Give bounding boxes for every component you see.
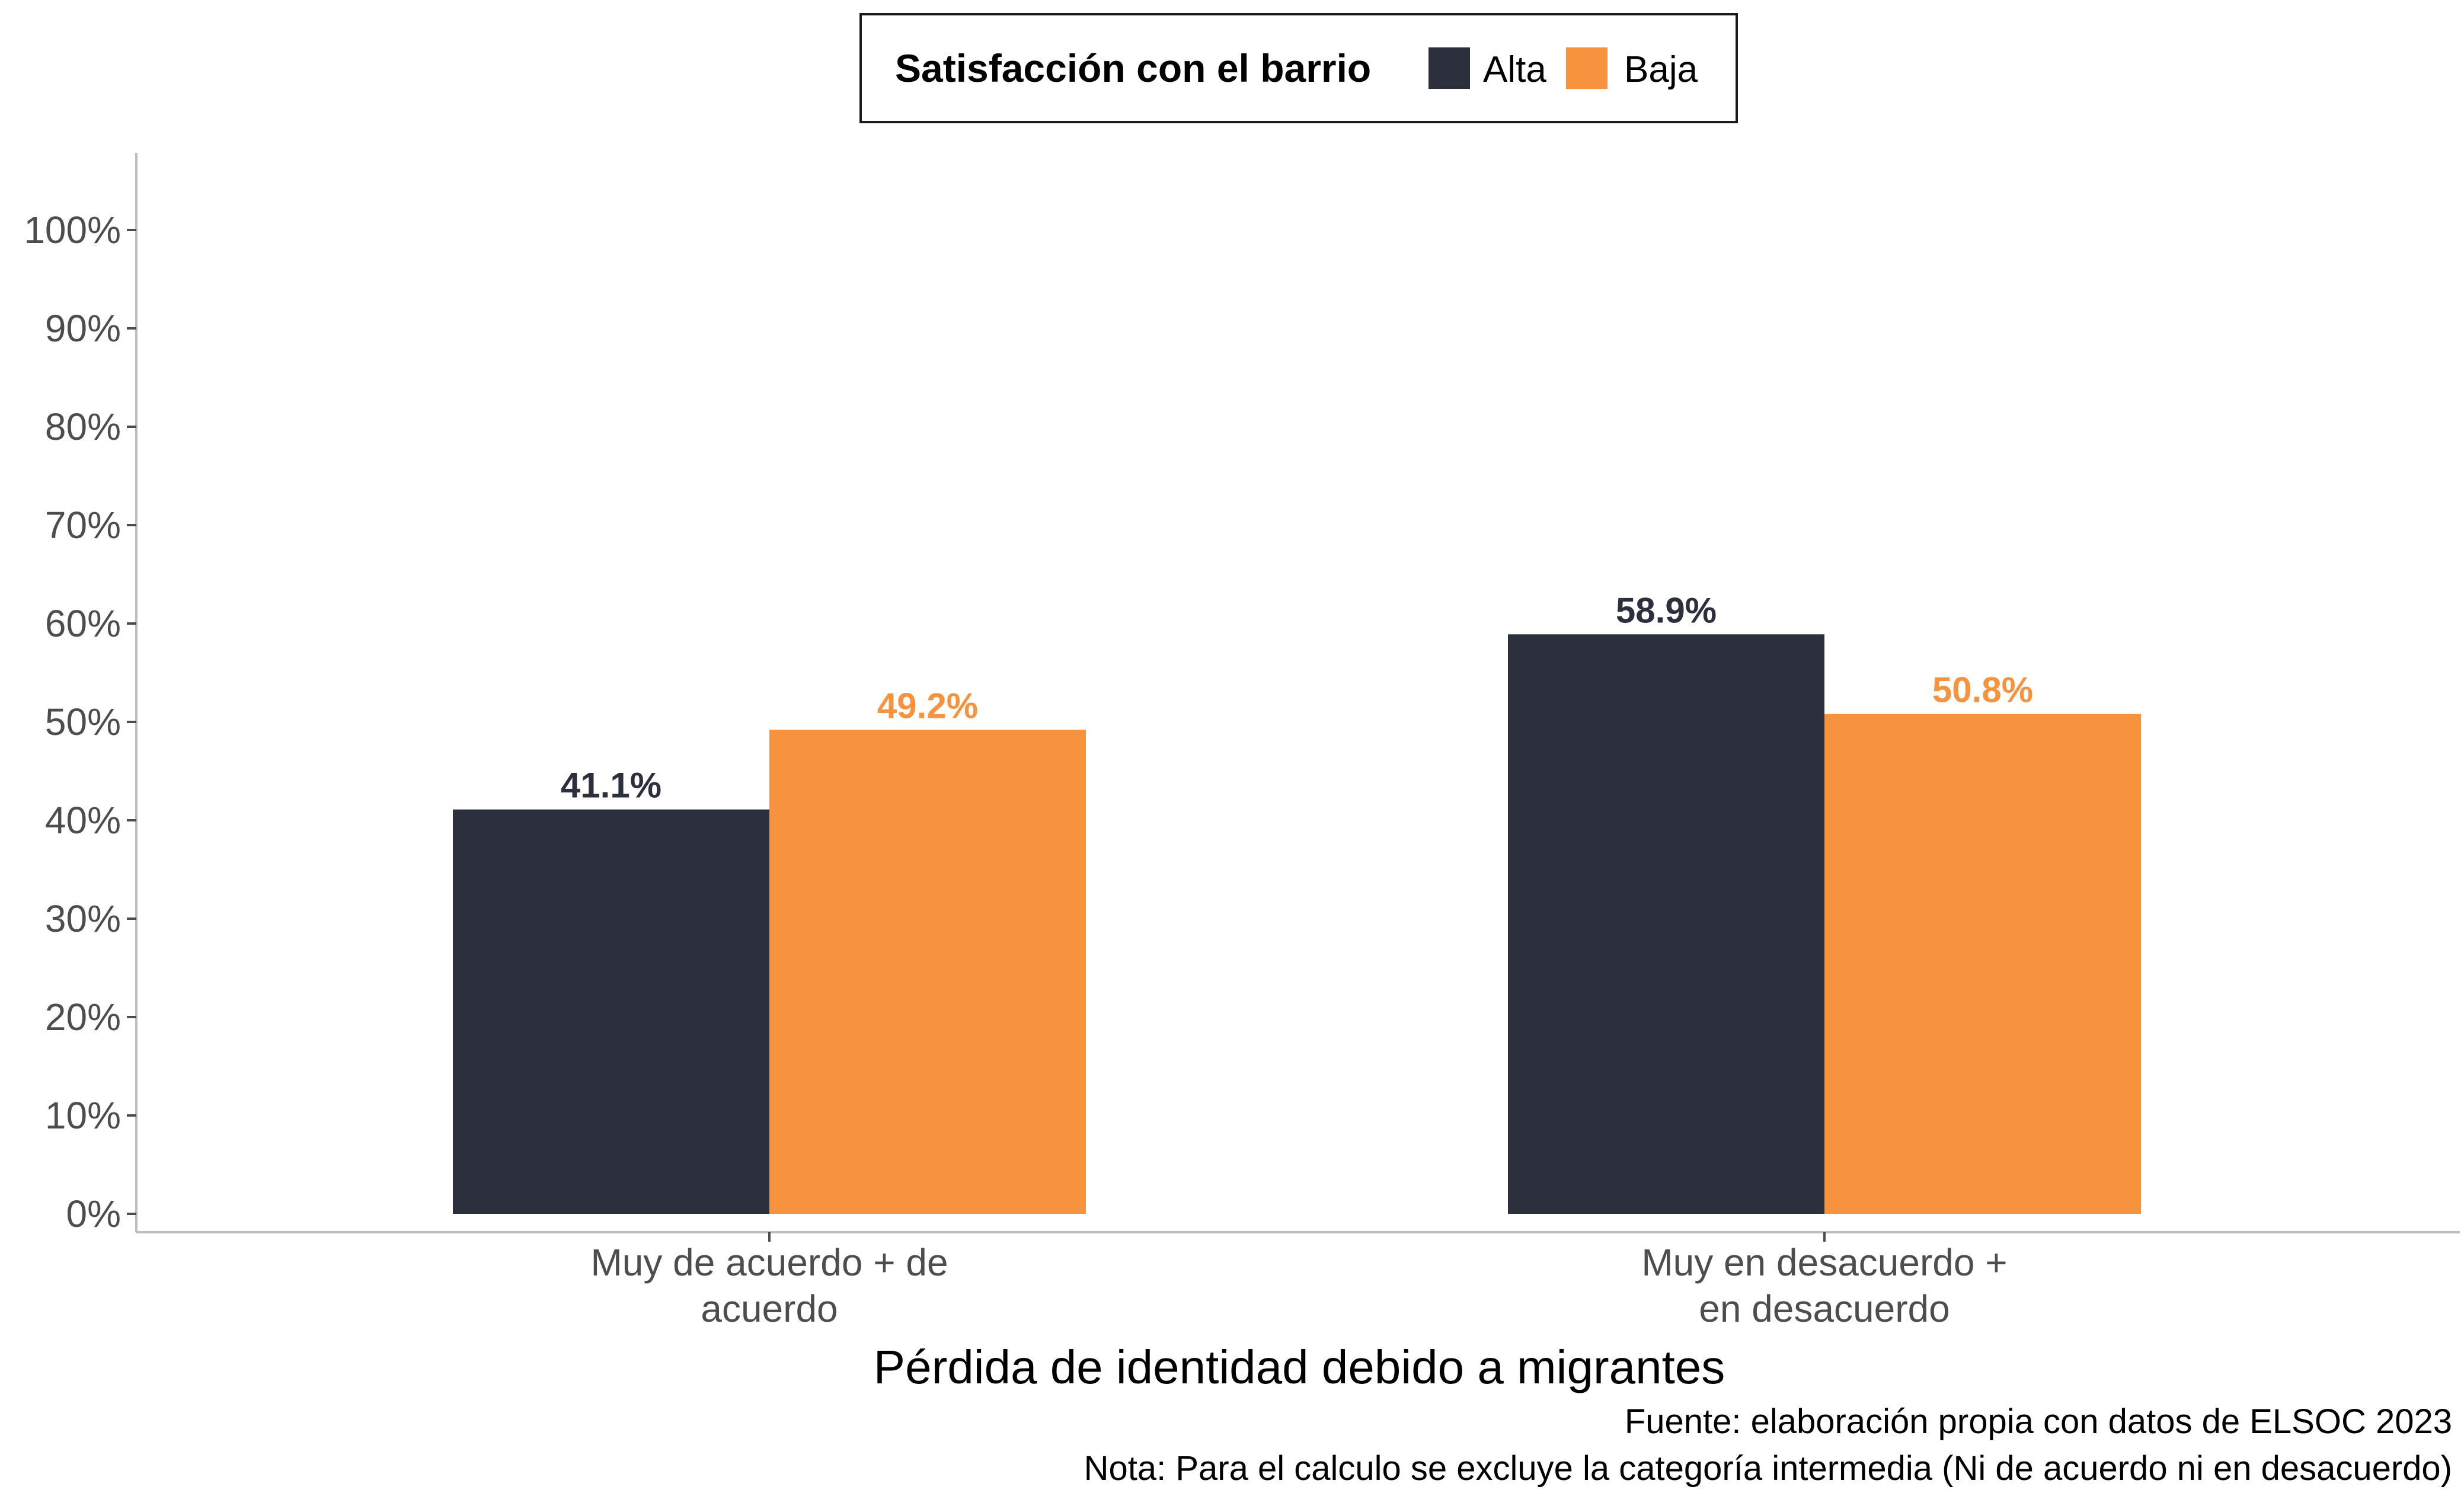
caption-source: Fuente: elaboración propia con datos de …	[1625, 1402, 2452, 1441]
y-tick-label: 90%	[45, 307, 121, 350]
legend-key-alta	[1428, 47, 1470, 89]
bar-baja-1	[769, 730, 1086, 1214]
bars	[453, 634, 2141, 1214]
y-tick-label: 20%	[45, 996, 121, 1038]
bar-alta-1	[453, 809, 769, 1214]
y-tick-label: 30%	[45, 897, 121, 940]
y-tick-label: 80%	[45, 405, 121, 448]
value-label-baja-1: 49.2%	[877, 686, 978, 725]
value-label-alta-2: 58.9%	[1616, 590, 1717, 630]
caption-note: Nota: Para el calculo se excluye la cate…	[1084, 1449, 2452, 1488]
legend-key-baja	[1566, 47, 1607, 89]
value-labels: 41.1% 58.9% 49.2% 50.8%	[561, 590, 2033, 805]
legend-title: Satisfacción con el barrio	[895, 46, 1371, 90]
y-axis-ticks: 0% 10% 20% 30% 40% 50% 60% 70% 80% 90% 100%	[24, 209, 136, 1235]
y-tick-label: 100%	[24, 209, 121, 251]
y-tick-label: 40%	[45, 799, 121, 842]
value-label-baja-2: 50.8%	[1932, 670, 2033, 710]
y-tick-label: 0%	[66, 1193, 122, 1235]
x-axis-title: Pérdida de identidad debido a migrantes	[874, 1341, 1725, 1393]
y-tick-label: 10%	[45, 1094, 121, 1137]
legend: Satisfacción con el barrio Alta Baja	[859, 13, 1738, 123]
x-category-label: en desacuerdo	[1699, 1287, 1950, 1330]
x-category-label: Muy en desacuerdo +	[1641, 1241, 2007, 1284]
x-category-label: acuerdo	[701, 1287, 838, 1330]
y-tick-label: 60%	[45, 602, 121, 645]
value-label-alta-1: 41.1%	[561, 766, 661, 805]
x-category-label: Muy de acuerdo + de	[590, 1241, 948, 1284]
legend-label-alta: Alta	[1483, 49, 1546, 90]
bar-alta-2	[1508, 634, 1824, 1214]
y-tick-label: 70%	[45, 504, 121, 546]
legend-label-baja: Baja	[1624, 49, 1698, 90]
y-tick-label: 50%	[45, 701, 121, 743]
bar-baja-2	[1824, 714, 2141, 1214]
